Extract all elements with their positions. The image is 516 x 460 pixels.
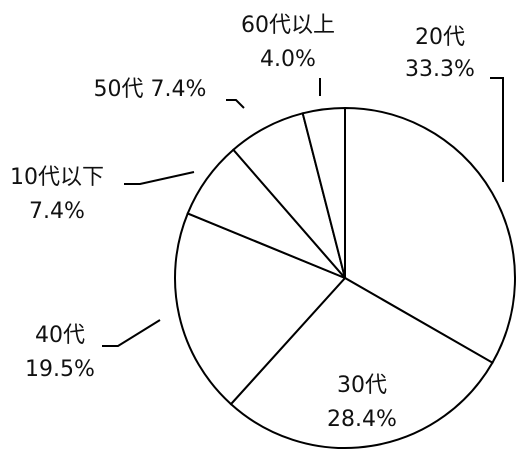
- slice-label: 50代: [94, 77, 144, 102]
- slice-label: 60代以上: [241, 13, 335, 38]
- slice-label-group: 50代 7.4%: [94, 77, 207, 102]
- slice-value-label: 7.4%: [151, 77, 207, 102]
- slice-label: 30代: [337, 373, 387, 398]
- slice-value-label: 33.3%: [405, 57, 475, 82]
- pie-slice: [301, 106, 346, 279]
- leader-line: [226, 99, 245, 109]
- slice-value-label: 28.4%: [327, 407, 397, 432]
- slice-label: 10代以下: [10, 165, 104, 190]
- pie-slice: [229, 276, 494, 449]
- slice-value-label: 7.4%: [29, 199, 85, 224]
- slice-label: 40代: [35, 323, 85, 348]
- leader-line: [124, 171, 195, 185]
- pie-slice: [344, 106, 516, 365]
- slice-value-label: 4.0%: [260, 47, 316, 72]
- leader-line: [490, 77, 504, 182]
- leader-line: [102, 319, 161, 347]
- slice-value-label: 19.5%: [25, 357, 95, 382]
- slice-label: 20代: [415, 25, 465, 50]
